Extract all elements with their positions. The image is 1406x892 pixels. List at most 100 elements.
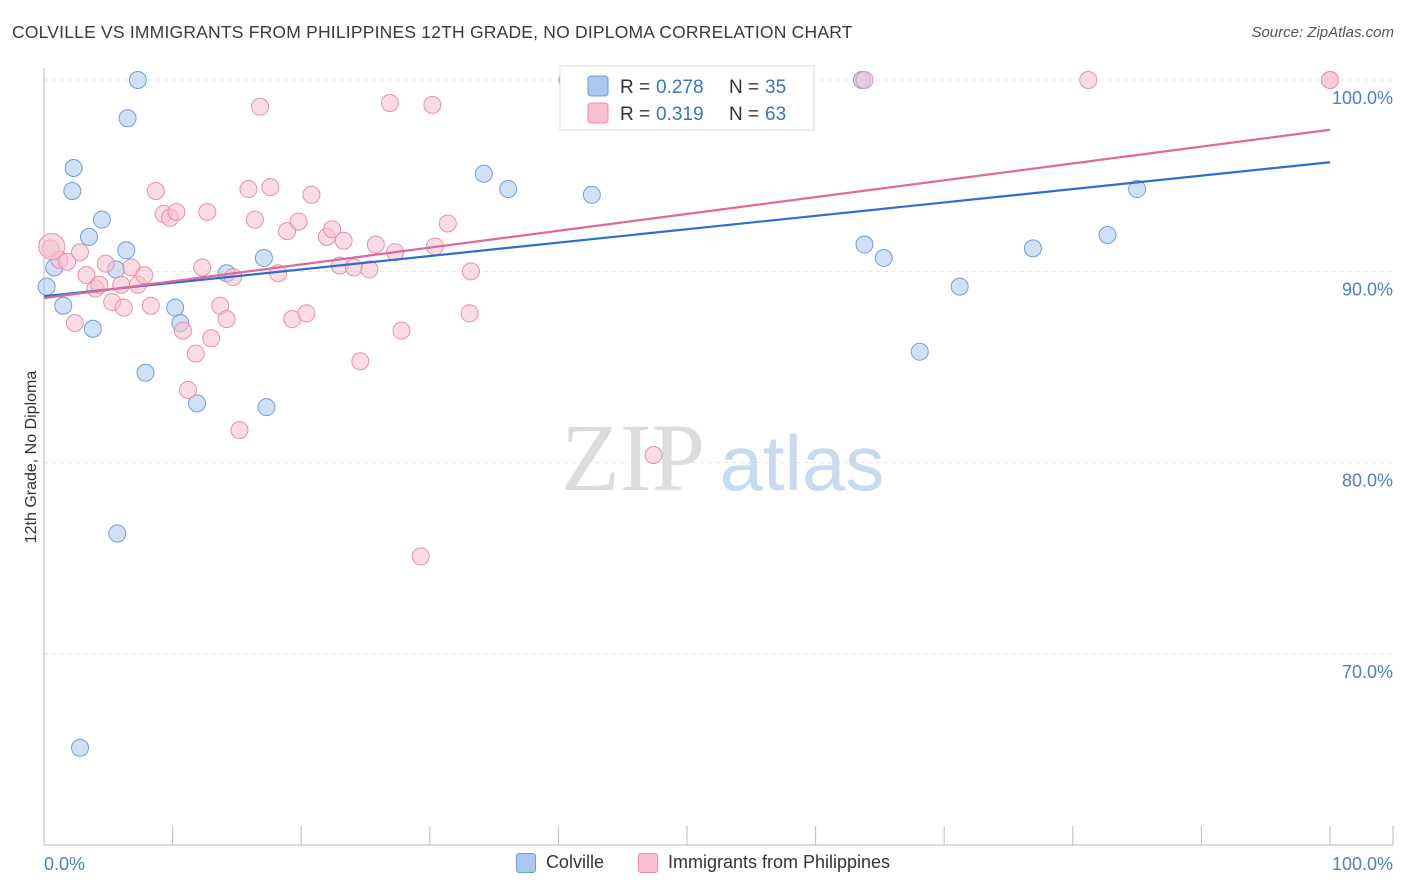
point-philippines-23: [193, 258, 212, 277]
watermark-atlas: atlas: [720, 419, 885, 507]
point-philippines-47: [366, 235, 385, 254]
legend-swatch-philippines: [587, 102, 609, 124]
point-philippines-22: [186, 344, 205, 363]
bottom-legend-swatch-philippines: [637, 852, 658, 873]
point-philippines-30: [239, 180, 258, 199]
point-colville-24: [582, 185, 601, 204]
legend-n-value-philippines: 63: [765, 104, 786, 125]
point-colville-17: [254, 248, 273, 267]
data-points: [37, 71, 1339, 757]
point-philippines-41: [323, 220, 342, 239]
point-colville-0: [37, 277, 56, 296]
bottom-legend-swatch-colville: [515, 852, 536, 873]
trend-line-philippines: [43, 128, 1331, 300]
point-philippines-60: [1079, 71, 1098, 89]
point-colville-9: [117, 241, 136, 260]
stats-legend: R = 0.278 N = 35 R = 0.319 N = 63: [559, 65, 815, 131]
point-philippines-59: [855, 71, 874, 89]
point-philippines-56: [461, 262, 480, 281]
legend-n-label-philippines: N =: [729, 104, 759, 125]
bottom-legend-item-philippines: Immigrants from Philippines: [637, 852, 891, 873]
point-philippines-8: [96, 254, 115, 273]
point-colville-32: [1023, 239, 1042, 258]
y-tick-label-0: 100.0%: [1332, 88, 1393, 108]
point-colville-2: [54, 296, 73, 315]
point-colville-18: [257, 398, 276, 417]
point-philippines-20: [173, 321, 192, 340]
point-colville-11: [128, 71, 147, 89]
point-philippines-4: [71, 243, 90, 262]
point-philippines-10: [112, 275, 131, 294]
point-philippines-27: [217, 310, 236, 329]
point-philippines-45: [351, 352, 370, 371]
point-philippines-2: [58, 252, 77, 271]
trend-lines: [43, 128, 1331, 300]
point-philippines-32: [251, 97, 270, 116]
point-colville-33: [1098, 225, 1117, 244]
x-tick-label-right: 100.0%: [1332, 854, 1393, 874]
point-philippines-31: [245, 210, 264, 229]
point-colville-12: [136, 363, 155, 382]
point-philippines-35: [278, 222, 297, 241]
x-tick-labels: 0.0% 100.0%: [44, 854, 1393, 874]
point-philippines-38: [297, 304, 316, 323]
point-colville-5: [80, 227, 99, 246]
y-tick-label-1: 90.0%: [1342, 279, 1393, 299]
point-colville-15: [188, 394, 207, 413]
point-philippines-24: [198, 203, 217, 222]
trend-line-colville: [43, 161, 1331, 298]
point-philippines-50: [392, 321, 411, 340]
y-tick-label-2: 80.0%: [1342, 471, 1393, 491]
point-colville-21: [474, 164, 493, 183]
point-philippines-39: [302, 185, 321, 204]
point-colville-22: [499, 180, 518, 199]
point-colville-6: [83, 319, 102, 338]
point-philippines-cluster: [38, 232, 66, 260]
bottom-legend-label-philippines: Immigrants from Philippines: [667, 852, 891, 872]
point-colville-10: [118, 109, 137, 128]
watermark-zip: ZIP: [561, 404, 705, 511]
y-tick-labels: 100.0% 90.0% 80.0% 70.0%: [1332, 88, 1393, 682]
point-philippines-52: [423, 95, 442, 114]
point-philippines-33: [261, 178, 280, 197]
point-philippines-11: [114, 298, 133, 317]
axes: [43, 68, 1394, 846]
bottom-legend-label-colville: Colville: [545, 852, 604, 872]
point-colville-7: [92, 210, 111, 229]
point-philippines-3: [65, 313, 84, 332]
point-philippines-16: [146, 181, 165, 200]
point-philippines-25: [202, 329, 221, 348]
chart-title: COLVILLE VS IMMIGRANTS FROM PHILIPPINES …: [12, 22, 853, 42]
source-label: Source: ZipAtlas.com: [1251, 24, 1394, 41]
point-philippines-43: [334, 231, 353, 250]
legend-r-value-philippines: 0.319: [656, 104, 704, 125]
bottom-legend-item-colville: Colville: [515, 852, 604, 873]
x-tick-label-left: 0.0%: [44, 854, 85, 874]
point-colville-31: [950, 277, 969, 296]
point-philippines-21: [179, 380, 198, 399]
point-colville-4: [64, 159, 83, 178]
point-philippines-29: [230, 421, 249, 440]
y-tick-label-3: 70.0%: [1342, 662, 1393, 682]
point-philippines-62: [1321, 71, 1339, 89]
point-philippines-44: [344, 258, 363, 277]
point-colville-20: [71, 738, 90, 757]
point-colville-19: [108, 524, 127, 543]
point-philippines-54: [438, 214, 457, 233]
point-colville-13: [166, 298, 185, 317]
legend-r-label-philippines: R =: [620, 104, 650, 125]
point-philippines-55: [460, 304, 479, 323]
point-philippines-19: [167, 203, 186, 222]
point-philippines-46: [360, 260, 379, 279]
point-philippines-57: [644, 446, 663, 465]
point-philippines-5: [77, 266, 96, 285]
point-colville-29: [874, 248, 893, 267]
point-philippines-37: [289, 212, 308, 231]
grid-lines: [44, 79, 1393, 655]
point-philippines-15: [141, 296, 160, 315]
bottom-legend: Colville Immigrants from Philippines: [0, 852, 1406, 873]
point-philippines-14: [135, 266, 154, 285]
legend-r-value-colville: 0.278: [656, 77, 704, 98]
legend-r-label-colville: R =: [620, 77, 650, 98]
